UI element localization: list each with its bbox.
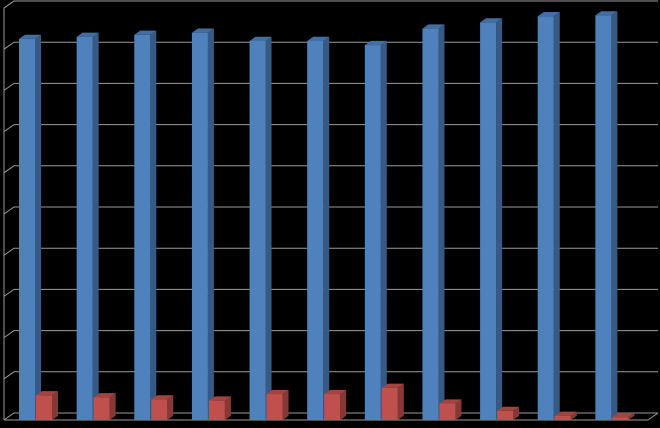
bar xyxy=(76,32,99,421)
bar-side xyxy=(397,383,404,420)
bar xyxy=(266,389,289,420)
bar xyxy=(134,30,157,421)
bar xyxy=(307,36,330,421)
bar-side xyxy=(92,32,99,420)
bar-front xyxy=(266,394,283,420)
bar-front xyxy=(480,22,497,420)
bar-top xyxy=(76,32,99,37)
bar-front xyxy=(134,34,151,420)
bar-side xyxy=(553,12,560,420)
bar-front xyxy=(381,387,398,420)
bar-front xyxy=(76,36,93,421)
bar-front xyxy=(422,28,439,420)
bar-top xyxy=(324,389,347,395)
bar-front xyxy=(439,403,456,420)
bar-front xyxy=(208,400,225,420)
bar-top xyxy=(36,391,58,396)
bar-top xyxy=(497,406,520,411)
bar-side xyxy=(150,30,157,421)
bar xyxy=(208,396,231,420)
bar-front xyxy=(93,397,110,420)
bar-side xyxy=(224,396,231,420)
bar-top xyxy=(208,396,231,401)
bar-front xyxy=(364,45,381,421)
bar xyxy=(595,11,618,420)
bar xyxy=(381,383,404,420)
bar-top xyxy=(554,411,577,416)
bar-side xyxy=(52,391,58,420)
bar-top xyxy=(307,36,330,41)
bar-front xyxy=(612,417,629,420)
bar-top xyxy=(612,412,635,418)
bar xyxy=(36,391,58,420)
bar-front xyxy=(324,394,341,420)
bar xyxy=(480,18,503,420)
bar-front xyxy=(537,16,554,421)
bar xyxy=(191,28,214,421)
bar-side xyxy=(496,18,503,420)
bar-front xyxy=(595,15,612,420)
bar xyxy=(249,36,272,421)
bar-side xyxy=(265,36,272,420)
bar-side xyxy=(628,412,635,420)
bar xyxy=(19,34,41,421)
bar xyxy=(422,24,445,421)
bar-front xyxy=(36,395,52,420)
bar-front xyxy=(307,40,324,421)
bar-top xyxy=(595,11,618,16)
bar xyxy=(93,393,116,420)
bar-top xyxy=(151,395,174,400)
bar-top xyxy=(191,28,214,33)
bar xyxy=(537,12,560,421)
bar-side xyxy=(611,11,618,420)
bar-side xyxy=(35,34,41,420)
bar-top xyxy=(364,40,387,46)
bar-top xyxy=(266,389,289,395)
bar-front xyxy=(554,415,571,420)
bar-side xyxy=(340,389,347,420)
bar-side xyxy=(167,395,174,420)
bar-top xyxy=(134,30,157,35)
bar-front xyxy=(19,38,35,421)
bar-top xyxy=(19,34,41,39)
bar-top xyxy=(537,12,560,17)
bar xyxy=(497,406,520,420)
bar-top xyxy=(422,24,445,29)
grid-line xyxy=(3,0,658,9)
bar-side xyxy=(438,24,445,421)
bar xyxy=(554,411,577,420)
bar-side xyxy=(570,411,577,420)
bar xyxy=(324,389,347,420)
bar xyxy=(612,412,635,420)
bar-side xyxy=(323,36,330,420)
bar-side xyxy=(455,399,462,420)
bar-side xyxy=(282,389,289,420)
bar xyxy=(151,395,174,420)
bar-front xyxy=(151,399,168,420)
bar-front xyxy=(497,410,514,420)
bar-side xyxy=(109,393,116,420)
bar-side xyxy=(380,40,387,420)
bar-side xyxy=(207,28,214,421)
bar-top xyxy=(249,36,272,41)
bar xyxy=(439,399,462,420)
bar-top xyxy=(93,393,116,398)
bar-top xyxy=(480,18,503,23)
bar-top xyxy=(439,399,462,404)
bar-front xyxy=(249,40,266,421)
bar-top xyxy=(381,383,404,388)
bar xyxy=(364,40,387,421)
bar-front xyxy=(191,32,208,420)
bar-side xyxy=(513,406,520,420)
